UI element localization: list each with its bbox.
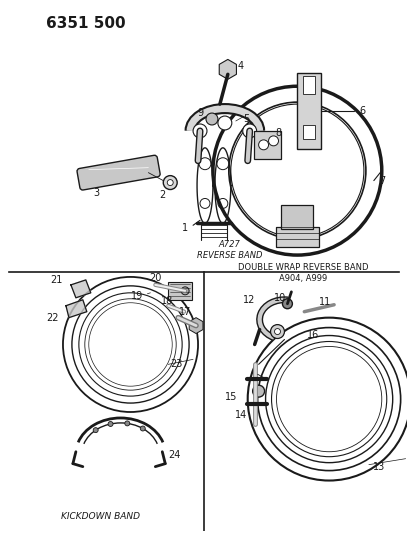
Text: 17: 17 [179, 306, 191, 317]
FancyBboxPatch shape [303, 76, 315, 94]
FancyBboxPatch shape [254, 131, 282, 159]
Text: 20: 20 [149, 273, 162, 283]
Text: 18: 18 [161, 296, 173, 306]
Circle shape [93, 427, 98, 433]
FancyBboxPatch shape [77, 155, 160, 190]
Text: 3: 3 [94, 188, 100, 198]
Text: 2: 2 [159, 190, 165, 200]
Circle shape [275, 328, 280, 335]
Text: 24: 24 [168, 450, 181, 459]
Circle shape [193, 124, 207, 138]
Text: 21: 21 [51, 275, 63, 285]
Text: 19: 19 [131, 291, 144, 301]
Circle shape [108, 422, 113, 426]
Text: 8: 8 [275, 128, 282, 138]
Text: DOUBLE WRAP REVERSE BAND
A904, A999: DOUBLE WRAP REVERSE BAND A904, A999 [238, 263, 368, 282]
Circle shape [218, 116, 232, 130]
FancyBboxPatch shape [168, 282, 192, 300]
Polygon shape [189, 318, 203, 334]
Circle shape [181, 287, 189, 295]
FancyBboxPatch shape [303, 125, 315, 139]
Text: 5: 5 [243, 114, 249, 124]
Text: 23: 23 [170, 359, 183, 369]
Circle shape [125, 421, 130, 426]
Circle shape [140, 426, 145, 431]
Circle shape [163, 175, 177, 190]
Text: A727
REVERSE BAND: A727 REVERSE BAND [197, 240, 263, 260]
Circle shape [259, 140, 268, 150]
FancyBboxPatch shape [282, 205, 313, 229]
FancyBboxPatch shape [275, 227, 319, 247]
Text: 1: 1 [182, 223, 188, 233]
Circle shape [243, 124, 257, 138]
Text: 4: 4 [238, 61, 244, 71]
Circle shape [206, 113, 218, 125]
Polygon shape [219, 59, 237, 79]
Polygon shape [66, 300, 87, 318]
FancyBboxPatch shape [297, 74, 321, 149]
Text: 22: 22 [47, 313, 59, 322]
Text: 12: 12 [243, 295, 256, 305]
Polygon shape [71, 280, 91, 298]
Text: 7: 7 [379, 175, 385, 185]
Text: 6: 6 [359, 106, 365, 116]
Text: KICKDOWN BAND: KICKDOWN BAND [61, 512, 140, 521]
Text: 9: 9 [198, 108, 204, 118]
Circle shape [268, 136, 279, 146]
Text: 15: 15 [225, 392, 238, 402]
Text: 13: 13 [373, 462, 385, 472]
Circle shape [253, 385, 264, 397]
Text: 14: 14 [235, 410, 248, 420]
Circle shape [167, 180, 173, 185]
Circle shape [282, 299, 293, 309]
Text: 16: 16 [307, 329, 319, 340]
Text: 6351 500: 6351 500 [46, 15, 126, 31]
Circle shape [271, 325, 284, 338]
Text: 10: 10 [273, 293, 286, 303]
Text: 11: 11 [319, 297, 331, 307]
